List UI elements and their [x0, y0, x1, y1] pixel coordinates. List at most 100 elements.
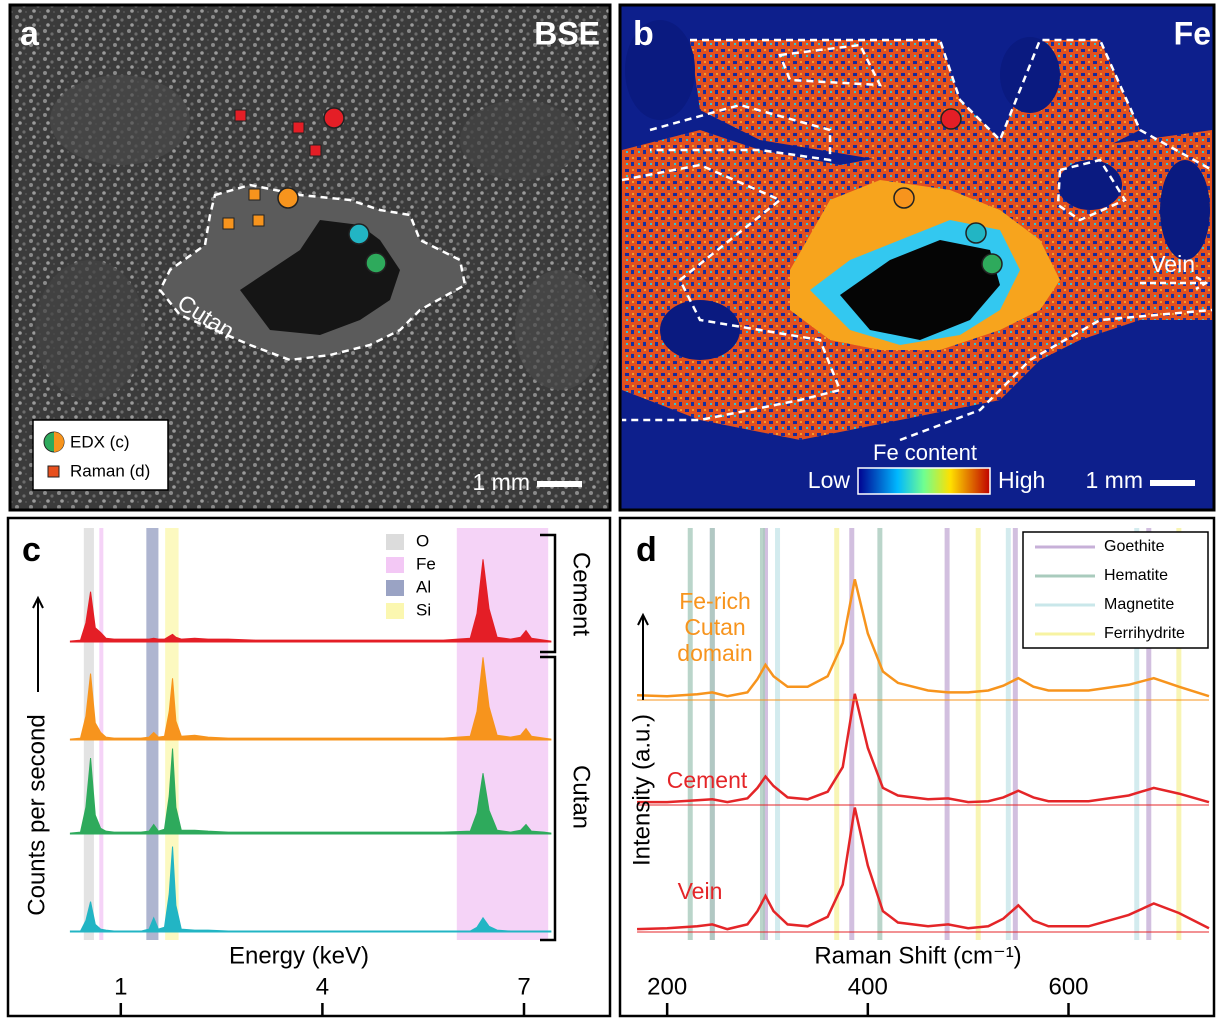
colorbar-title: Fe content — [873, 440, 977, 465]
x-tick-label: 400 — [848, 973, 888, 1000]
panel-c-frame — [6, 516, 612, 1018]
grain — [515, 270, 605, 390]
domain-boundary — [690, 38, 1213, 172]
legend-swatch — [386, 603, 404, 619]
grain — [1000, 37, 1060, 113]
panel-b: Vein Fe content Low High 1 mm b Fe — [618, 3, 1216, 512]
legend-box — [1022, 531, 1209, 649]
edx-marker — [323, 107, 345, 129]
legend-label: EDX (c) — [70, 432, 130, 451]
domain-boundary — [621, 163, 842, 422]
legend-swatch — [386, 557, 404, 573]
spectrum — [637, 579, 1210, 698]
colorbar-low: Low — [808, 467, 851, 493]
panel-letter: b — [633, 15, 654, 53]
spectrum — [637, 693, 1210, 804]
panel-title: Fe — [1174, 15, 1211, 51]
panel-letter: a — [20, 15, 40, 53]
legend-label: Raman (d) — [70, 461, 150, 480]
legend-marker — [54, 432, 64, 452]
panel-letter: c — [22, 531, 41, 569]
panel-a: Cutan EDX (c) Raman (d) a BSE 1 mm — [8, 3, 612, 512]
scale-bar — [1150, 480, 1195, 486]
spectrum — [69, 657, 552, 741]
legend-label: Goethite — [1104, 538, 1165, 555]
edx-marker — [965, 222, 987, 244]
x-axis-label: Raman Shift (cm⁻¹) — [814, 942, 1021, 969]
bracket-label: Cement — [568, 552, 595, 636]
x-tick-label: 1 — [114, 973, 127, 1000]
raman-marker — [309, 144, 322, 157]
colorbar — [857, 467, 991, 495]
series-label: Cement — [666, 767, 748, 793]
legend-label: O — [416, 531, 429, 550]
x-tick-label: 200 — [647, 973, 687, 1000]
domain-boundary — [899, 308, 1213, 442]
edx-marker — [981, 253, 1003, 275]
panel-d-frame — [618, 516, 1216, 1018]
legend-label: Ferrihydrite — [1104, 625, 1185, 642]
grain — [660, 300, 740, 360]
legend-label: Magnetite — [1104, 596, 1174, 613]
legend-swatch — [386, 534, 404, 550]
scale-bar-label: 1 mm — [1086, 467, 1144, 493]
matrix — [690, 40, 1140, 160]
edx-marker — [893, 187, 915, 209]
edx-marker — [277, 187, 299, 209]
vein-arrow — [1140, 275, 1209, 291]
x-tick-label: 4 — [316, 973, 329, 1000]
spectrum — [69, 559, 552, 643]
grain — [625, 20, 695, 120]
pore — [840, 240, 1000, 340]
grain — [35, 260, 145, 400]
x-axis-label: Energy (keV) — [229, 942, 369, 969]
legend-marker — [47, 465, 60, 478]
spectrum — [69, 846, 552, 933]
bracket-label: Cutan — [568, 765, 595, 829]
panel-d: Goethite Hematite Magnetite Ferrihydrite 200… — [628, 528, 1210, 1016]
edx-marker — [940, 108, 962, 130]
grain — [1160, 160, 1210, 260]
legend-label: Al — [416, 577, 431, 596]
legend-label: Fe — [416, 554, 436, 573]
legend-label: Hematite — [1104, 567, 1168, 584]
y-axis-label: Intensity (a.u.) — [628, 714, 655, 866]
edx-marker — [348, 223, 370, 245]
scale-bar — [537, 481, 582, 487]
bracket — [540, 533, 557, 654]
grain — [50, 75, 190, 165]
spectrum — [637, 807, 1210, 931]
domain-boundary — [778, 43, 883, 87]
raman-marker — [292, 121, 305, 134]
pore — [240, 220, 400, 335]
x-tick-label: 600 — [1048, 973, 1088, 1000]
scale-bar-label: 1 mm — [473, 469, 531, 495]
y-axis-label: Counts per second — [23, 714, 50, 915]
legend-box — [32, 419, 169, 491]
series-label: Vein — [677, 878, 723, 904]
domain-boundary — [1056, 158, 1127, 222]
grain — [460, 100, 580, 180]
spectrum — [69, 748, 552, 835]
arrow-label: Vein — [1150, 251, 1195, 277]
legend-label: Si — [416, 600, 431, 619]
panel-c: O Fe Al Si Cement Cutan 1 4 7 Energy (keV) Counts … — [22, 528, 595, 1016]
raman-marker — [222, 217, 235, 230]
raman-marker — [252, 214, 265, 227]
domain-boundary — [649, 103, 832, 162]
y-axis-arrow — [32, 595, 44, 692]
colorbar-high: High — [998, 467, 1045, 493]
x-tick-label: 7 — [517, 973, 530, 1000]
panel-letter: d — [636, 531, 657, 569]
grain — [1058, 160, 1122, 210]
y-axis-arrow — [637, 612, 649, 700]
raman-marker — [248, 188, 261, 201]
bracket — [540, 655, 557, 942]
series-label: Fe-rich Cutan domain — [677, 588, 753, 666]
legend-swatch — [386, 580, 404, 596]
panel-title: BSE — [534, 15, 600, 51]
edx-marker — [365, 252, 387, 274]
raman-marker — [234, 109, 247, 122]
